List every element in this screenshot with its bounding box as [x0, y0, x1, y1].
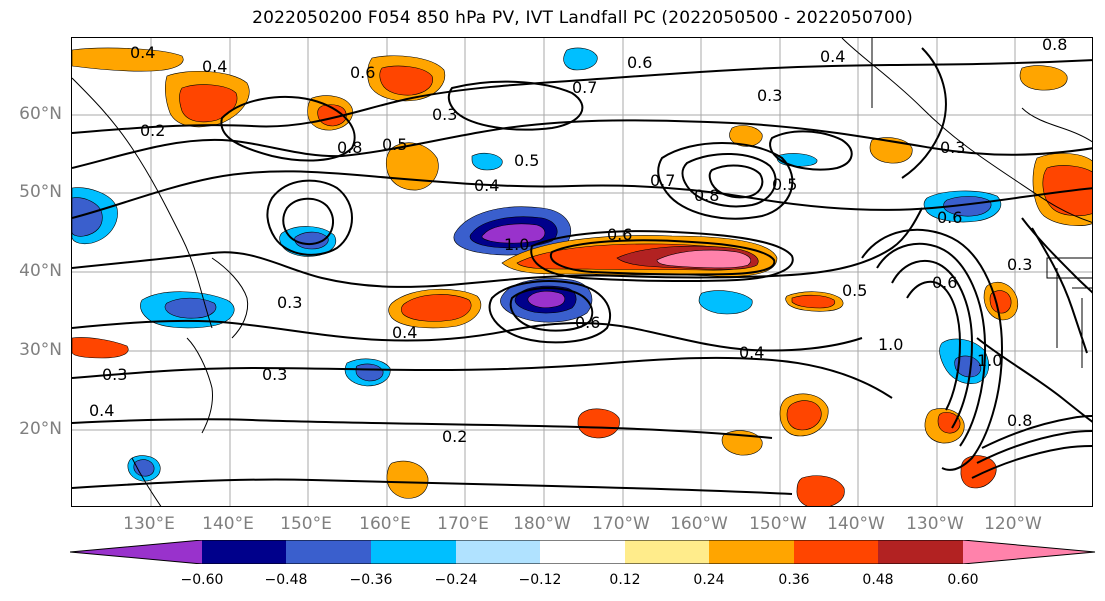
lat-label-30n: 30°N [19, 340, 62, 360]
colorbar-bin [625, 540, 709, 564]
colorbar-bin [371, 540, 456, 564]
lon-label-120w: 120°W [984, 514, 1042, 534]
contour-label: 0.3 [1007, 255, 1032, 274]
contour-label: 0.6 [607, 225, 632, 244]
contour-label: 1.0 [504, 235, 529, 254]
lon-label-170e: 170°E [437, 514, 489, 534]
contour-label: 0.4 [474, 176, 499, 195]
map-canvas: 0.4 0.2 0.6 0.5 0.3 0.8 0.7 0.6 0.5 0.4 … [72, 38, 1092, 506]
contour-label: 0.8 [1007, 411, 1032, 430]
contour-label: 0.3 [262, 365, 287, 384]
contour-label: 0.4 [130, 43, 155, 62]
contour-label: 0.5 [382, 135, 407, 154]
map-title: 2022050200 F054 850 hPa PV, IVT Landfall… [252, 8, 913, 28]
pv-shading [72, 47, 1092, 506]
contour-label: 0.3 [432, 105, 457, 124]
colorbar-tick: 0.24 [693, 572, 725, 588]
colorbar-tick: 0.48 [862, 572, 894, 588]
colorbar-bin [540, 540, 625, 564]
colorbar-tick: −0.24 [434, 572, 478, 588]
contour-label: 0.8 [337, 138, 362, 157]
colorbar-bin [878, 540, 963, 564]
colorbar-bin [286, 540, 371, 564]
contour-label: 1.0 [977, 351, 1002, 370]
map-panel: 0.4 0.2 0.6 0.5 0.3 0.8 0.7 0.6 0.5 0.4 … [71, 37, 1093, 507]
colorbar-extend-high [963, 540, 1095, 564]
coastlines [72, 38, 1092, 506]
lon-label-180w: 180°W [513, 514, 571, 534]
colorbar-bin [202, 540, 286, 564]
contour-label: 0.4 [202, 57, 227, 76]
contour-label: 0.3 [940, 138, 965, 157]
contour-label: 0.6 [627, 53, 652, 72]
colorbar-tick: −0.60 [180, 572, 224, 588]
contour-label: 0.5 [772, 175, 797, 194]
colorbar-tick: −0.48 [264, 572, 308, 588]
colorbar-tick: −0.36 [349, 572, 393, 588]
contour-label: 0.4 [820, 47, 845, 66]
contour-label: 0.6 [932, 273, 957, 292]
contour-label: 0.4 [392, 323, 417, 342]
contour-label: 0.2 [442, 427, 467, 446]
lat-label-20n: 20°N [19, 419, 62, 439]
contour-label-layer: 0.4 0.2 0.6 0.5 0.3 0.8 0.7 0.6 0.5 0.4 … [89, 38, 1067, 446]
contour-label: 0.6 [937, 208, 962, 227]
contour-label: 0.5 [514, 151, 539, 170]
contour-label: 0.2 [140, 121, 165, 140]
contour-label: 0.5 [842, 281, 867, 300]
lon-label-160e: 160°E [359, 514, 411, 534]
contour-label: 0.4 [739, 343, 764, 362]
lon-label-150e: 150°E [280, 514, 332, 534]
contour-label: 0.7 [572, 78, 597, 97]
lon-label-130e: 130°E [123, 514, 175, 534]
lat-label-50n: 50°N [19, 182, 62, 202]
colorbar-tick: 0.12 [609, 572, 641, 588]
contour-label: 0.3 [277, 293, 302, 312]
lon-label-140w: 140°W [827, 514, 885, 534]
colorbar-bin [456, 540, 540, 564]
lat-label-40n: 40°N [19, 261, 62, 281]
colorbar-extend-low [70, 540, 202, 564]
colorbar-outline [70, 540, 1096, 564]
lon-label-140e: 140°E [202, 514, 254, 534]
lat-label-60n: 60°N [19, 104, 62, 124]
colorbar-tick: −0.12 [518, 572, 562, 588]
lon-label-150w: 150°W [749, 514, 807, 534]
pc-contours [72, 47, 1092, 495]
lon-label-170w: 170°W [592, 514, 650, 534]
contour-label: 1.0 [878, 335, 903, 354]
lon-label-160w: 160°W [670, 514, 728, 534]
contour-label: 0.4 [89, 401, 114, 420]
contour-label: 0.3 [102, 365, 127, 384]
contour-label: 0.8 [694, 186, 719, 205]
contour-label: 0.6 [575, 313, 600, 332]
lon-label-130w: 130°W [906, 514, 964, 534]
contour-label: 0.8 [1042, 38, 1067, 54]
contour-label: 0.3 [757, 86, 782, 105]
colorbar-bin [794, 540, 878, 564]
contour-label: 0.7 [650, 171, 675, 190]
colorbar-tick: 0.36 [778, 572, 810, 588]
colorbar-tick: 0.60 [947, 572, 979, 588]
contour-label: 0.6 [350, 63, 375, 82]
colorbar-bin [709, 540, 794, 564]
colorbar [70, 540, 1096, 564]
